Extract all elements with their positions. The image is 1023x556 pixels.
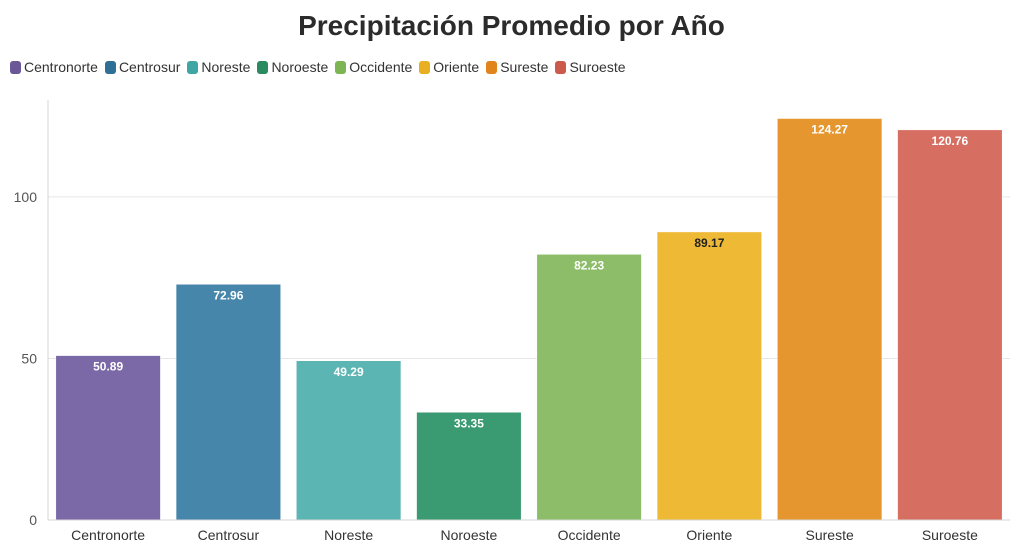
legend-item-centronorte[interactable]: Centronorte [10,59,98,75]
legend: Centronorte Centrosur Noreste Noroeste Occid… [10,59,633,75]
legend-swatch [486,60,498,74]
legend-label: Centronorte [24,59,98,75]
x-tick-label: Sureste [806,527,854,543]
bar-noreste [296,360,402,521]
y-tick-label: 50 [21,350,37,366]
legend-item-noreste[interactable]: Noreste [187,59,250,75]
bar-noroeste [416,412,522,521]
bar-suroeste [897,129,1003,521]
x-tick-label: Centronorte [71,527,145,543]
x-tick-label: Noreste [324,527,373,543]
bar-oriente [656,231,762,521]
legend-label: Occidente [349,59,413,75]
data-label: 89.17 [694,236,724,250]
chart-title: Precipitación Promedio por Año [298,10,725,41]
bar-occidente [536,254,642,521]
y-tick-label: 100 [14,189,38,205]
legend-label: Oriente [433,59,480,75]
legend-swatch [10,60,21,74]
x-tick-label: Centrosur [198,527,260,543]
x-tick-label: Occidente [558,527,621,543]
legend-swatch [104,60,116,74]
bar-centrosur [175,284,281,521]
data-label: 72.96 [213,288,243,302]
legend-label: Noreste [201,59,251,75]
data-label: 33.35 [454,416,484,430]
legend-item-suroeste[interactable]: Suroeste [555,59,626,75]
legend-swatch [555,60,567,74]
legend-label: Noroeste [271,59,329,75]
x-tick-label: Suroeste [922,527,978,543]
legend-swatch [257,60,269,74]
legend-swatch [335,60,347,74]
data-label: 124.27 [811,123,848,137]
data-label: 50.89 [93,360,123,374]
bar-centronorte [55,355,161,521]
legend-item-sureste[interactable]: Sureste [486,59,548,75]
data-label: 120.76 [932,134,969,148]
data-label: 82.23 [574,258,604,272]
legend-item-oriente[interactable]: Oriente [419,59,479,75]
y-tick-label: 0 [29,512,37,528]
legend-swatch [187,60,199,74]
legend-label: Sureste [500,59,549,75]
legend-label: Centrosur [118,59,181,75]
legend-item-noroeste[interactable]: Noroeste [257,59,328,75]
bar-sureste [777,118,883,521]
legend-item-centrosur[interactable]: Centrosur [104,59,181,75]
legend-item-occidente[interactable]: Occidente [335,59,412,75]
x-tick-label: Oriente [686,527,732,543]
data-label: 49.29 [334,365,364,379]
legend-swatch [419,60,431,74]
legend-label: Suroeste [569,59,626,75]
x-tick-label: Noroeste [440,527,497,543]
